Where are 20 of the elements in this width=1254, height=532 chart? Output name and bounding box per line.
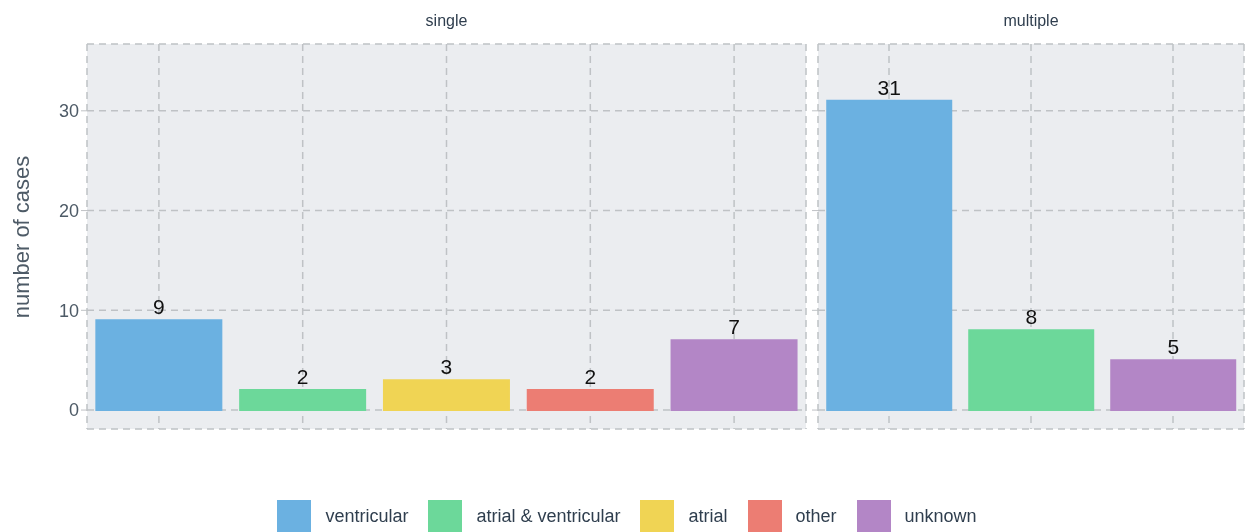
legend-label: ventricular (325, 505, 409, 527)
data-label: 5 (1167, 335, 1180, 359)
data-label: 9 (153, 295, 165, 319)
legend-label: unknown (904, 505, 977, 527)
y-axis-title: number of cases (9, 155, 35, 319)
data-label: 8 (1025, 305, 1038, 329)
y-tick-label: 0 (68, 400, 79, 421)
data-label: 2 (584, 365, 597, 389)
data-label: 31 (877, 75, 901, 99)
chart-title: single (424, 12, 469, 30)
y-tick-label: 10 (58, 300, 79, 321)
y-tick-label: 20 (58, 200, 79, 221)
legend-label: atrial & ventricular (476, 505, 621, 527)
data-label: 3 (440, 355, 453, 379)
legend-label: other (795, 505, 837, 527)
y-tick-label: 30 (58, 101, 79, 122)
data-label: 2 (296, 365, 309, 389)
data-label: 7 (728, 315, 740, 339)
legend-label: atrial (688, 505, 728, 527)
chart-title: multiple (1002, 12, 1060, 30)
